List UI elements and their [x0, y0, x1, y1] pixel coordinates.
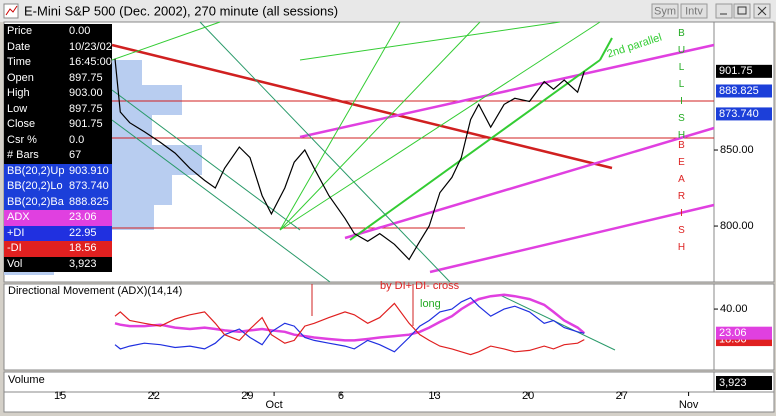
price-marker: [716, 64, 772, 78]
volume-title: Volume: [8, 374, 45, 386]
data-label: -DI: [7, 242, 22, 254]
data-value: 0.00: [69, 25, 91, 37]
data-row: Price 0.00: [4, 24, 112, 40]
price-marker-label: 901.75: [719, 65, 753, 77]
price-marker: [716, 84, 772, 98]
price-marker-label: 873.740: [719, 108, 759, 120]
data-row: Open 897.75: [4, 70, 112, 86]
data-row: Date 10/23/02: [4, 39, 112, 55]
data-row: Csr % 0.0: [4, 132, 112, 148]
data-label: +DI: [7, 226, 25, 239]
x-tick-label: 22: [148, 390, 160, 402]
close-glyph: [757, 6, 767, 16]
data-value: 23.06: [69, 211, 97, 223]
data-label: Vol: [7, 257, 23, 270]
data-value: 901.75: [69, 118, 103, 130]
dmi-title: Directional Movement (ADX)(14,14): [8, 285, 182, 297]
data-row: BB(20,2)Ba 888.825: [4, 194, 112, 210]
data-value: 903.00: [69, 87, 103, 99]
y-tick-label: 40.00: [720, 303, 748, 315]
data-value: 873.740: [69, 180, 109, 192]
volume-last-box: [716, 376, 772, 390]
data-value: 16:45:00: [69, 56, 112, 68]
data-label: BB(20,2)Up: [7, 164, 65, 177]
x-tick-label: 13: [428, 390, 440, 402]
series-line: [114, 296, 585, 353]
intv-button[interactable]: [680, 3, 708, 19]
data-value: 67: [69, 149, 82, 161]
annotation: by DI+ DI- cross: [380, 280, 460, 292]
time-axis: [3, 391, 775, 413]
data-value: 897.75: [69, 71, 103, 84]
data-value: 10/23/02: [69, 40, 112, 53]
x-tick-label: 15: [54, 390, 66, 402]
minimize-button[interactable]: [715, 3, 733, 19]
title-bar: [0, 0, 776, 22]
volume-last-label: 3,923: [719, 377, 747, 389]
sym-button[interactable]: [651, 3, 679, 19]
price-marker: [716, 326, 772, 340]
volume-panel: [3, 371, 715, 393]
data-value: 0.0: [69, 133, 85, 146]
data-row: +DI 22.95: [4, 225, 112, 241]
data-row: Time 16:45:00: [4, 55, 112, 71]
data-row: BB(20,2)Up 903.910: [4, 163, 112, 179]
data-value: 903.910: [69, 164, 109, 177]
x-tick-label: Oct: [266, 399, 283, 411]
app-icon: [3, 3, 19, 19]
series-line: [114, 58, 585, 261]
annotation: BEARISH: [676, 140, 687, 259]
intv-button-label[interactable]: Intv: [685, 5, 703, 17]
series-line: [114, 293, 586, 342]
data-value: 3,923: [69, 257, 97, 270]
data-row: BB(20,2)Lo 873.740: [4, 179, 112, 195]
data-label: Price: [7, 25, 33, 37]
data-label: Date: [7, 40, 31, 53]
window-title: E-Mini S&P 500 (Dec. 2002), 270 minute (…: [24, 3, 338, 18]
price-marker-label: 23.06: [719, 327, 747, 339]
x-tick-label: Nov: [679, 399, 699, 411]
data-row: High 903.00: [4, 86, 112, 102]
x-tick-label: 27: [616, 390, 628, 402]
dmi-panel: [3, 283, 715, 371]
x-tick-label: 29: [241, 390, 253, 402]
price-marker: [716, 107, 772, 121]
sym-button-label[interactable]: Sym: [654, 5, 676, 17]
data-value: 18.56: [69, 242, 97, 254]
y-tick-label: 800.00: [720, 220, 754, 232]
data-value: 888.825: [69, 195, 109, 208]
maximize-glyph: [737, 6, 747, 15]
data-label: Close: [7, 118, 36, 130]
annotation: long: [420, 298, 441, 310]
data-label: Time: [7, 56, 32, 68]
data-row: Vol 3,923: [4, 256, 112, 272]
data-label: BB(20,2)Ba: [7, 195, 64, 208]
data-value: 22.95: [69, 226, 97, 239]
data-value: 897.75: [69, 102, 103, 115]
maximize-button[interactable]: [733, 3, 751, 19]
price-marker-label: 888.825: [719, 85, 759, 97]
y-tick-label: 850.00: [720, 144, 754, 156]
data-label: High: [7, 87, 30, 99]
data-window: Price 0.00 Date 10/23/02 Time 16:45:00 Open 897…: [4, 24, 112, 272]
data-row: Low 897.75: [4, 101, 112, 117]
data-row: # Bars 67: [4, 148, 112, 164]
data-label: Low: [7, 102, 28, 115]
series-line: [114, 302, 585, 356]
data-label: BB(20,2)Lo: [7, 180, 63, 192]
data-label: # Bars: [7, 149, 39, 161]
data-row: ADX 23.06: [4, 210, 112, 226]
app-icon-glyph: [5, 5, 18, 16]
data-row: -DI 18.56: [4, 241, 112, 257]
data-label: ADX: [7, 211, 30, 223]
data-label: Csr %: [7, 133, 37, 146]
x-tick-label: 20: [522, 390, 534, 402]
data-row: Close 901.75: [4, 117, 112, 133]
data-label: Open: [7, 71, 34, 84]
x-tick-label: 6: [338, 390, 344, 402]
trendlines: [111, 21, 715, 351]
annotation: BULLISH: [676, 28, 687, 147]
